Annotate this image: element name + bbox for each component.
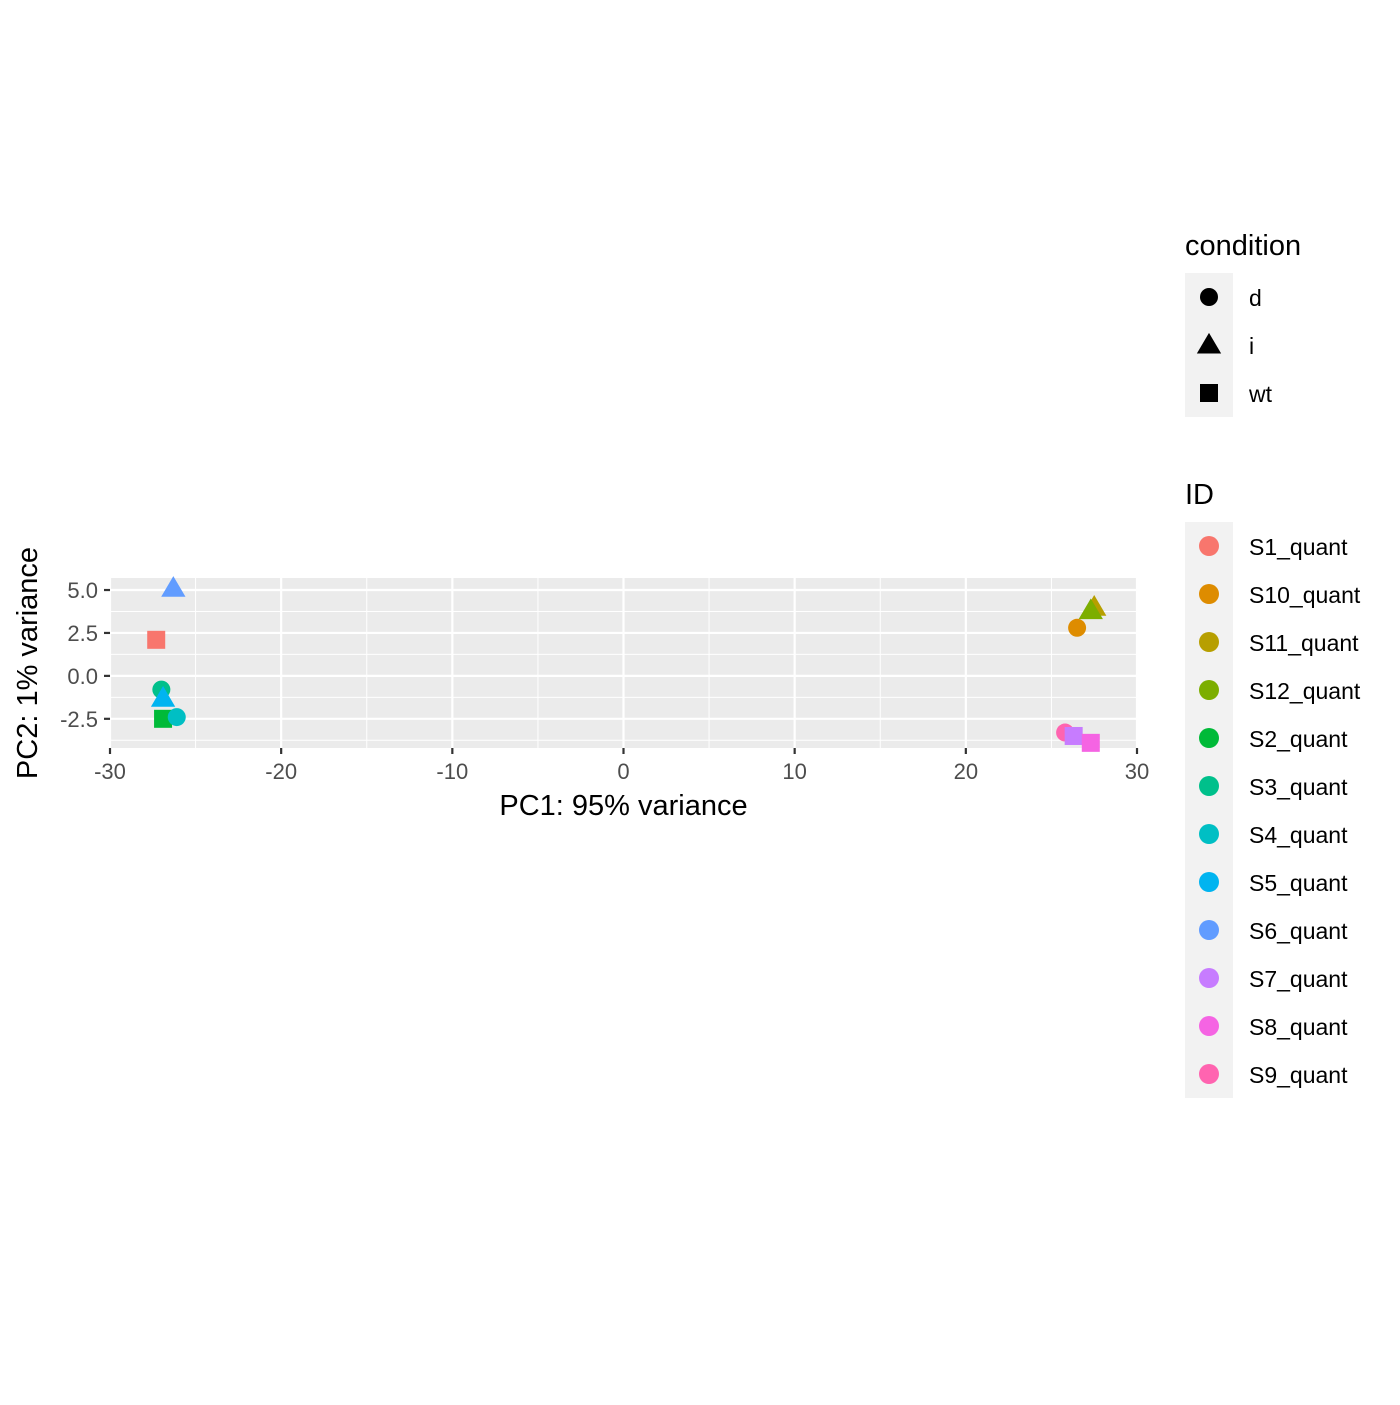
x-tick-label: 0: [617, 759, 629, 784]
legend-id-label: S7_quant: [1249, 966, 1348, 992]
data-point-s7-quant: [1064, 726, 1083, 745]
legend-id-title: ID: [1185, 479, 1214, 511]
legend-id-label: S3_quant: [1249, 774, 1348, 800]
legend-condition: condition di wt: [1185, 230, 1301, 417]
y-tick-label: 2.5: [67, 621, 98, 646]
legend-condition-label: d: [1249, 285, 1262, 311]
legend-id-label: S10_quant: [1249, 582, 1361, 608]
data-point-s1-quant: [147, 630, 166, 649]
data-point-s5-quant: [150, 686, 176, 707]
legend-condition-label: i: [1249, 333, 1254, 359]
legend-id-label: S2_quant: [1249, 726, 1348, 752]
legend-color-dot-icon: [1199, 776, 1219, 796]
legend-id-label: S4_quant: [1249, 822, 1348, 848]
legend-id-label: S11_quant: [1249, 630, 1359, 656]
x-tick-label: -20: [265, 759, 297, 784]
legend-key-circle-icon: [1200, 288, 1218, 306]
data-point-s12-quant: [1078, 598, 1103, 620]
legend-color-dot-icon: [1199, 1064, 1219, 1084]
data-point-s2-quant: [154, 709, 173, 728]
legend-key-square-icon: [1200, 384, 1218, 402]
x-tick-label: -10: [436, 759, 468, 784]
y-tick-label: 5.0: [67, 578, 98, 603]
x-tick-label: -30: [94, 759, 126, 784]
data-point-s8-quant: [1081, 733, 1100, 752]
legend-id-label: S9_quant: [1249, 1062, 1348, 1088]
legend-id-label: S8_quant: [1249, 1014, 1348, 1040]
legend-id-label: S5_quant: [1249, 870, 1348, 896]
legend-id-label: S12_quant: [1249, 678, 1361, 704]
legend-id-key-background: [1185, 522, 1233, 1098]
x-tick-label: 30: [1125, 759, 1149, 784]
data-point-s10-quant: [1068, 618, 1087, 637]
data-point-s4-quant: [167, 708, 186, 727]
legend-color-dot-icon: [1199, 968, 1219, 988]
legend-key-triangle-icon: [1196, 332, 1222, 354]
y-axis-title: PC2: 1% variance: [12, 547, 44, 779]
x-axis-title: PC1: 95% variance: [499, 790, 747, 822]
x-tick-label: 10: [782, 759, 806, 784]
legend-color-dot-icon: [1199, 824, 1219, 844]
legend-color-dot-icon: [1199, 920, 1219, 940]
data-points: [147, 576, 1107, 752]
x-tick-label: 20: [954, 759, 978, 784]
legend-color-dot-icon: [1199, 632, 1219, 652]
legend-color-dot-icon: [1199, 680, 1219, 700]
legend-color-dot-icon: [1199, 536, 1219, 556]
legend-id-label: S1_quant: [1249, 534, 1348, 560]
legend-color-dot-icon: [1199, 584, 1219, 604]
legend-color-dot-icon: [1199, 728, 1219, 748]
legend-condition-title: condition: [1185, 230, 1301, 262]
legend-id-label: S6_quant: [1249, 918, 1348, 944]
y-tick-label: -2.5: [60, 707, 98, 732]
legend-color-dot-icon: [1199, 872, 1219, 892]
y-tick-label: 0.0: [67, 664, 98, 689]
data-point-s6-quant: [161, 576, 186, 597]
axes: -30 -20 -10 0 10 20 30 -2.5 0.0 2.5 5.0: [60, 578, 1149, 784]
legend-color-dot-icon: [1199, 1016, 1219, 1036]
legend-id: ID S1_quant S10_quant S11_quant S12_quant S2…: [1185, 479, 1361, 1098]
legend-condition-label: wt: [1248, 381, 1273, 407]
